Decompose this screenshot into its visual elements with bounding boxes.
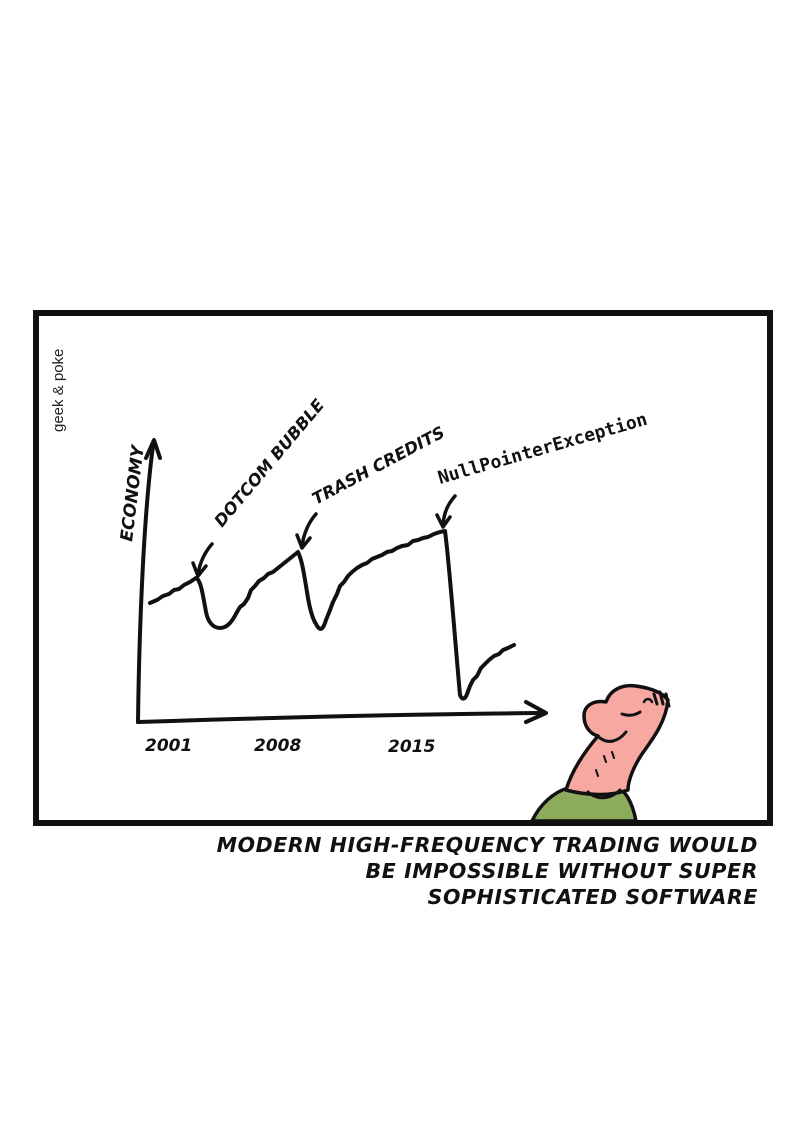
panel-frame [33, 310, 773, 826]
x-axis [136, 711, 544, 724]
x-tick-2001: 2001 [145, 736, 192, 756]
annotation-trash-credits: TRASH CREDITS [309, 423, 448, 509]
caption-line-1: MODERN HIGH-FREQUENCY TRADING WOULD [216, 833, 758, 857]
caption-line-3: SOPHISTICATED SOFTWARE [427, 885, 758, 909]
x-tick-2015: 2015 [388, 737, 435, 757]
y-axis-arrowhead [144, 438, 162, 460]
dotcom-arrow [196, 542, 214, 576]
character [530, 683, 671, 823]
character-eye [642, 697, 654, 704]
annotation-dotcom-bubble: DOTCOM BUBBLE [211, 395, 329, 530]
caption: MODERN HIGH-FREQUENCY TRADING WOULD BE I… [150, 832, 758, 910]
character-eyebrows [652, 690, 671, 708]
economy-line [148, 529, 516, 701]
trash-arrow [300, 512, 318, 548]
x-axis-arrowhead [524, 700, 548, 724]
character-chin-line [598, 730, 628, 743]
npe-arrow [441, 494, 457, 527]
y-axis [136, 444, 155, 724]
dotcom-arrowhead [191, 561, 208, 578]
npe-arrowhead [435, 513, 452, 529]
character-mouth [620, 710, 642, 717]
character-collar [586, 788, 622, 800]
character-stubble [595, 751, 615, 777]
x-tick-2008: 2008 [254, 736, 301, 756]
caption-line-2: BE IMPOSSIBLE WITHOUT SUPER [365, 859, 758, 883]
annotation-null-pointer-exception: NullPointerException [436, 409, 650, 489]
trash-arrowhead [295, 533, 312, 550]
credit-text: geek & poke [50, 349, 67, 432]
